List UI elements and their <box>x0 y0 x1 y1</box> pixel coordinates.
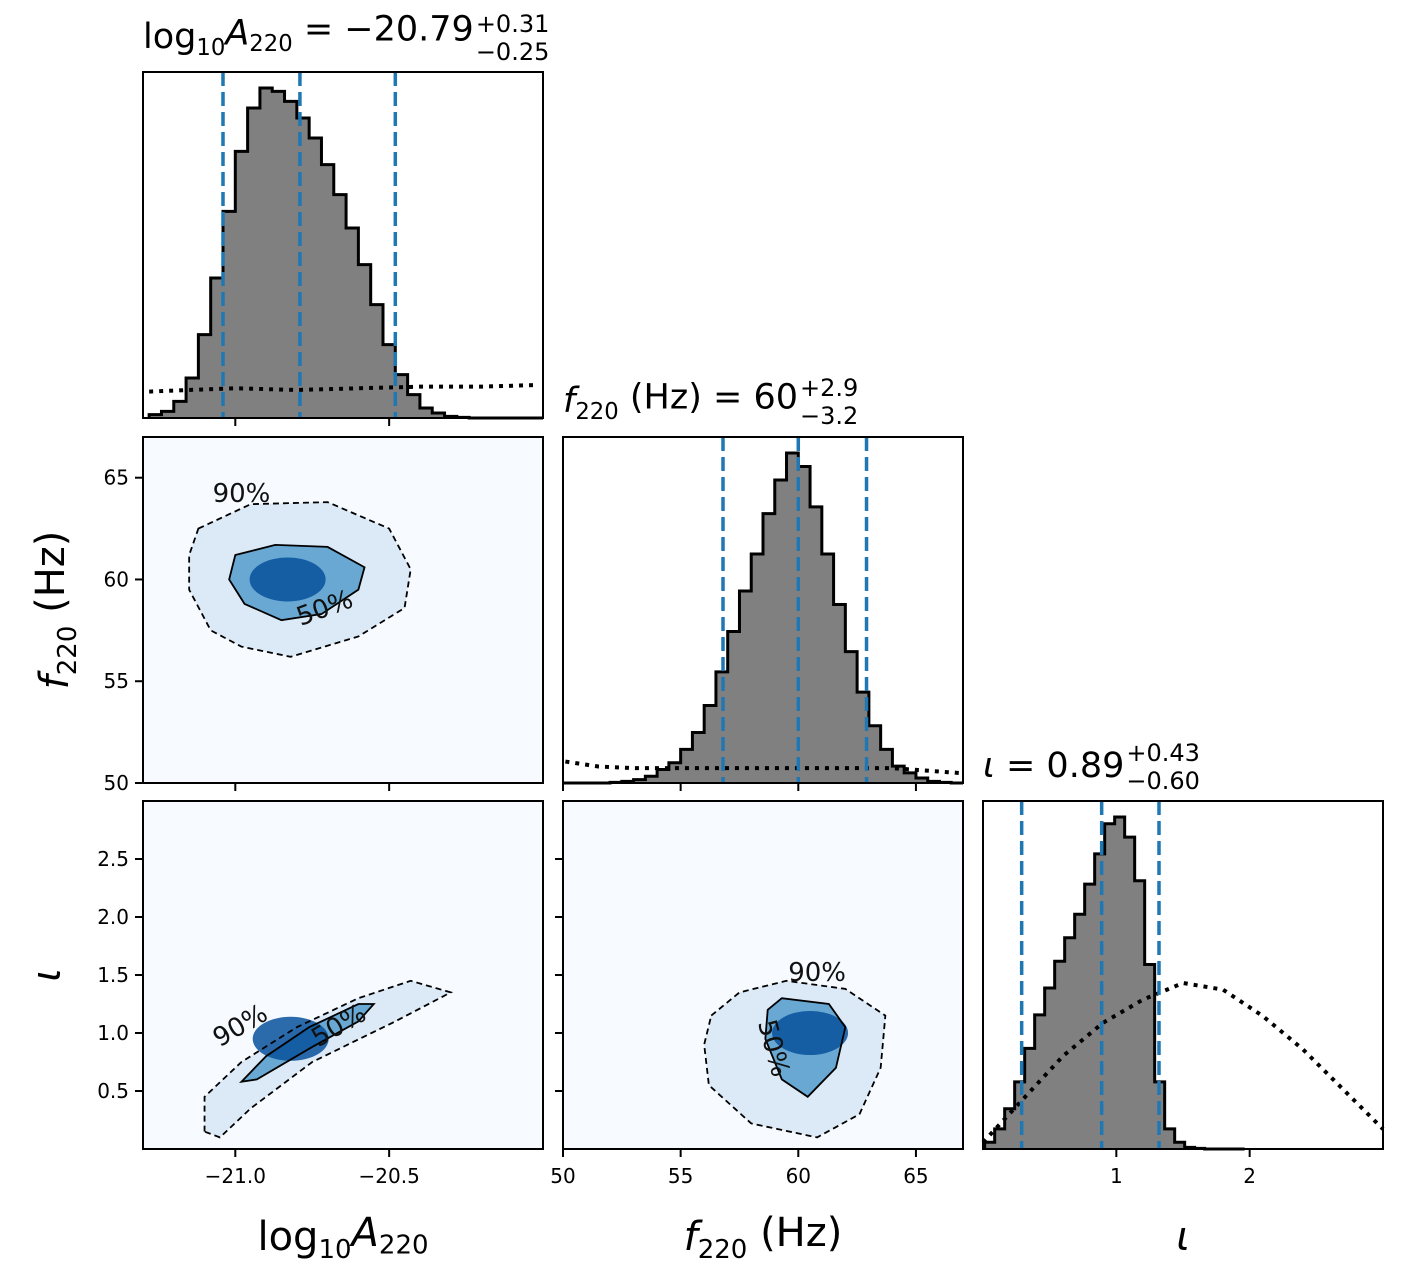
title-log10A220-main-part: log <box>143 17 196 57</box>
ylabel-f220-group: f220 (Hz) <box>28 531 83 690</box>
iota-tick-label: 2 <box>1243 1164 1256 1188</box>
iota-tick-label: 1.0 <box>97 1021 129 1045</box>
f220-tick-label: 55 <box>104 669 129 693</box>
ylabel-iota-part: ι <box>24 968 70 982</box>
posterior-outline <box>983 815 1245 1151</box>
log10A220-tick-label: −21.0 <box>205 1164 266 1188</box>
f220-tick-label: 60 <box>786 1164 811 1188</box>
posterior-outline <box>147 86 543 420</box>
density-peak <box>249 557 326 602</box>
title-log10A220-plus: +0.31 <box>476 10 550 38</box>
contour-label: 90% <box>213 479 271 509</box>
title-log10A220: log10A220 = −20.79 +0.31−0.25 <box>143 10 549 66</box>
contour-50 <box>764 997 847 1098</box>
heatmap-panel-log10A220-f220: 90%50% <box>142 436 544 784</box>
title-iota: ι = 0.89 +0.43−0.60 <box>983 739 1200 795</box>
xlabel-log10A220: log10A220 <box>257 1210 428 1265</box>
panel-frame <box>982 800 1384 1150</box>
f220-tick-label: 50 <box>550 1164 575 1188</box>
xlabel-iota: ι <box>1176 1214 1190 1260</box>
contour-90 <box>203 979 454 1139</box>
panel-frame <box>142 436 544 784</box>
xlabel-iota-part: ι <box>1176 1214 1190 1260</box>
xlabel-f220-part: (Hz) <box>747 1210 842 1256</box>
histogram-panel-iota <box>981 800 1385 1151</box>
contour-50 <box>238 1003 376 1084</box>
xlabel-f220-part: 220 <box>698 1235 748 1265</box>
title-iota-plus: +0.43 <box>1126 739 1200 767</box>
iota-tick-label: 1 <box>1110 1164 1123 1188</box>
f220-tick-label: 55 <box>668 1164 693 1188</box>
xlabel-log10A220-part: 10 <box>318 1235 351 1265</box>
ylabel-f220-part: (Hz) <box>28 531 74 626</box>
heatmap-background <box>143 801 543 1149</box>
iota-tick-label: 1.5 <box>97 963 129 987</box>
title-log10A220-main-part: A <box>223 13 249 53</box>
prior-curve <box>149 383 537 394</box>
title-f220-plus: +2.9 <box>800 374 858 402</box>
density-layer: 90%50% <box>188 479 412 658</box>
title-log10A220-main-part: 10 <box>196 35 225 61</box>
title-iota-main-part: ι <box>983 746 995 786</box>
title-f220-main-part: (Hz) = 60 <box>619 377 798 417</box>
histogram-panel-f220 <box>562 436 964 785</box>
title-f220: f220 (Hz) = 60 +2.9−3.2 <box>563 374 858 430</box>
iota-tick-label: 2.5 <box>97 847 129 871</box>
contour-90 <box>188 501 412 658</box>
ylabel-iota-group: ι <box>24 968 70 982</box>
title-f220-main-part: 220 <box>575 399 618 425</box>
posterior-fill <box>984 817 1245 1149</box>
posterior-fill <box>149 88 543 418</box>
heatmap-panel-f220-iota: 90%50% <box>562 800 964 1150</box>
title-iota-minus: −0.60 <box>1126 767 1200 795</box>
posterior-outline <box>563 451 963 785</box>
xlabel-log10A220-part: log <box>257 1214 318 1260</box>
density-peak <box>772 1011 849 1055</box>
iota-tick-label: 0.5 <box>97 1079 129 1103</box>
f220-tick-label: 65 <box>104 466 129 490</box>
ylabel-f220: f220 (Hz) <box>28 531 83 690</box>
f220-tick-label: 50 <box>104 771 129 795</box>
histogram-panel-log10A220 <box>142 71 544 420</box>
log10A220-tick-label: −20.5 <box>359 1164 420 1188</box>
iota-tick-label: 2.0 <box>97 905 129 929</box>
posterior-fill <box>563 453 963 783</box>
heatmap-panel-log10A220-iota: 90% 50% <box>142 800 544 1150</box>
f220-tick-label: 65 <box>903 1164 928 1188</box>
title-f220-main: f220 (Hz) = 60 <box>563 377 798 425</box>
title-log10A220-minus: −0.25 <box>476 38 550 66</box>
title-iota-main: ι = 0.89 <box>983 746 1124 786</box>
title-iota-main-part: = 0.89 <box>995 746 1125 786</box>
xlabel-f220: f220 (Hz) <box>684 1210 843 1265</box>
panel-frame <box>562 436 964 784</box>
title-f220-minus: −3.2 <box>800 402 858 430</box>
contour-50 <box>228 543 366 622</box>
contour-90 <box>703 979 887 1139</box>
ylabel-f220-part: 220 <box>53 626 83 676</box>
contour-label: 90% <box>788 958 846 988</box>
density-layer: 90%50% <box>703 958 887 1139</box>
title-log10A220-main-part: 220 <box>249 31 292 57</box>
ylabel-iota: ι <box>24 968 70 982</box>
prior-curve <box>565 759 961 776</box>
xlabel-log10A220-part: 220 <box>379 1231 429 1261</box>
density-outer <box>204 980 451 1138</box>
f220-tick-label: 60 <box>104 567 129 591</box>
title-log10A220-main-part: = −20.79 <box>293 10 474 50</box>
title-log10A220-main: log10A220 = −20.79 <box>143 10 474 61</box>
xlabel-log10A220-part: A <box>349 1210 379 1256</box>
panel-frame <box>142 71 544 419</box>
